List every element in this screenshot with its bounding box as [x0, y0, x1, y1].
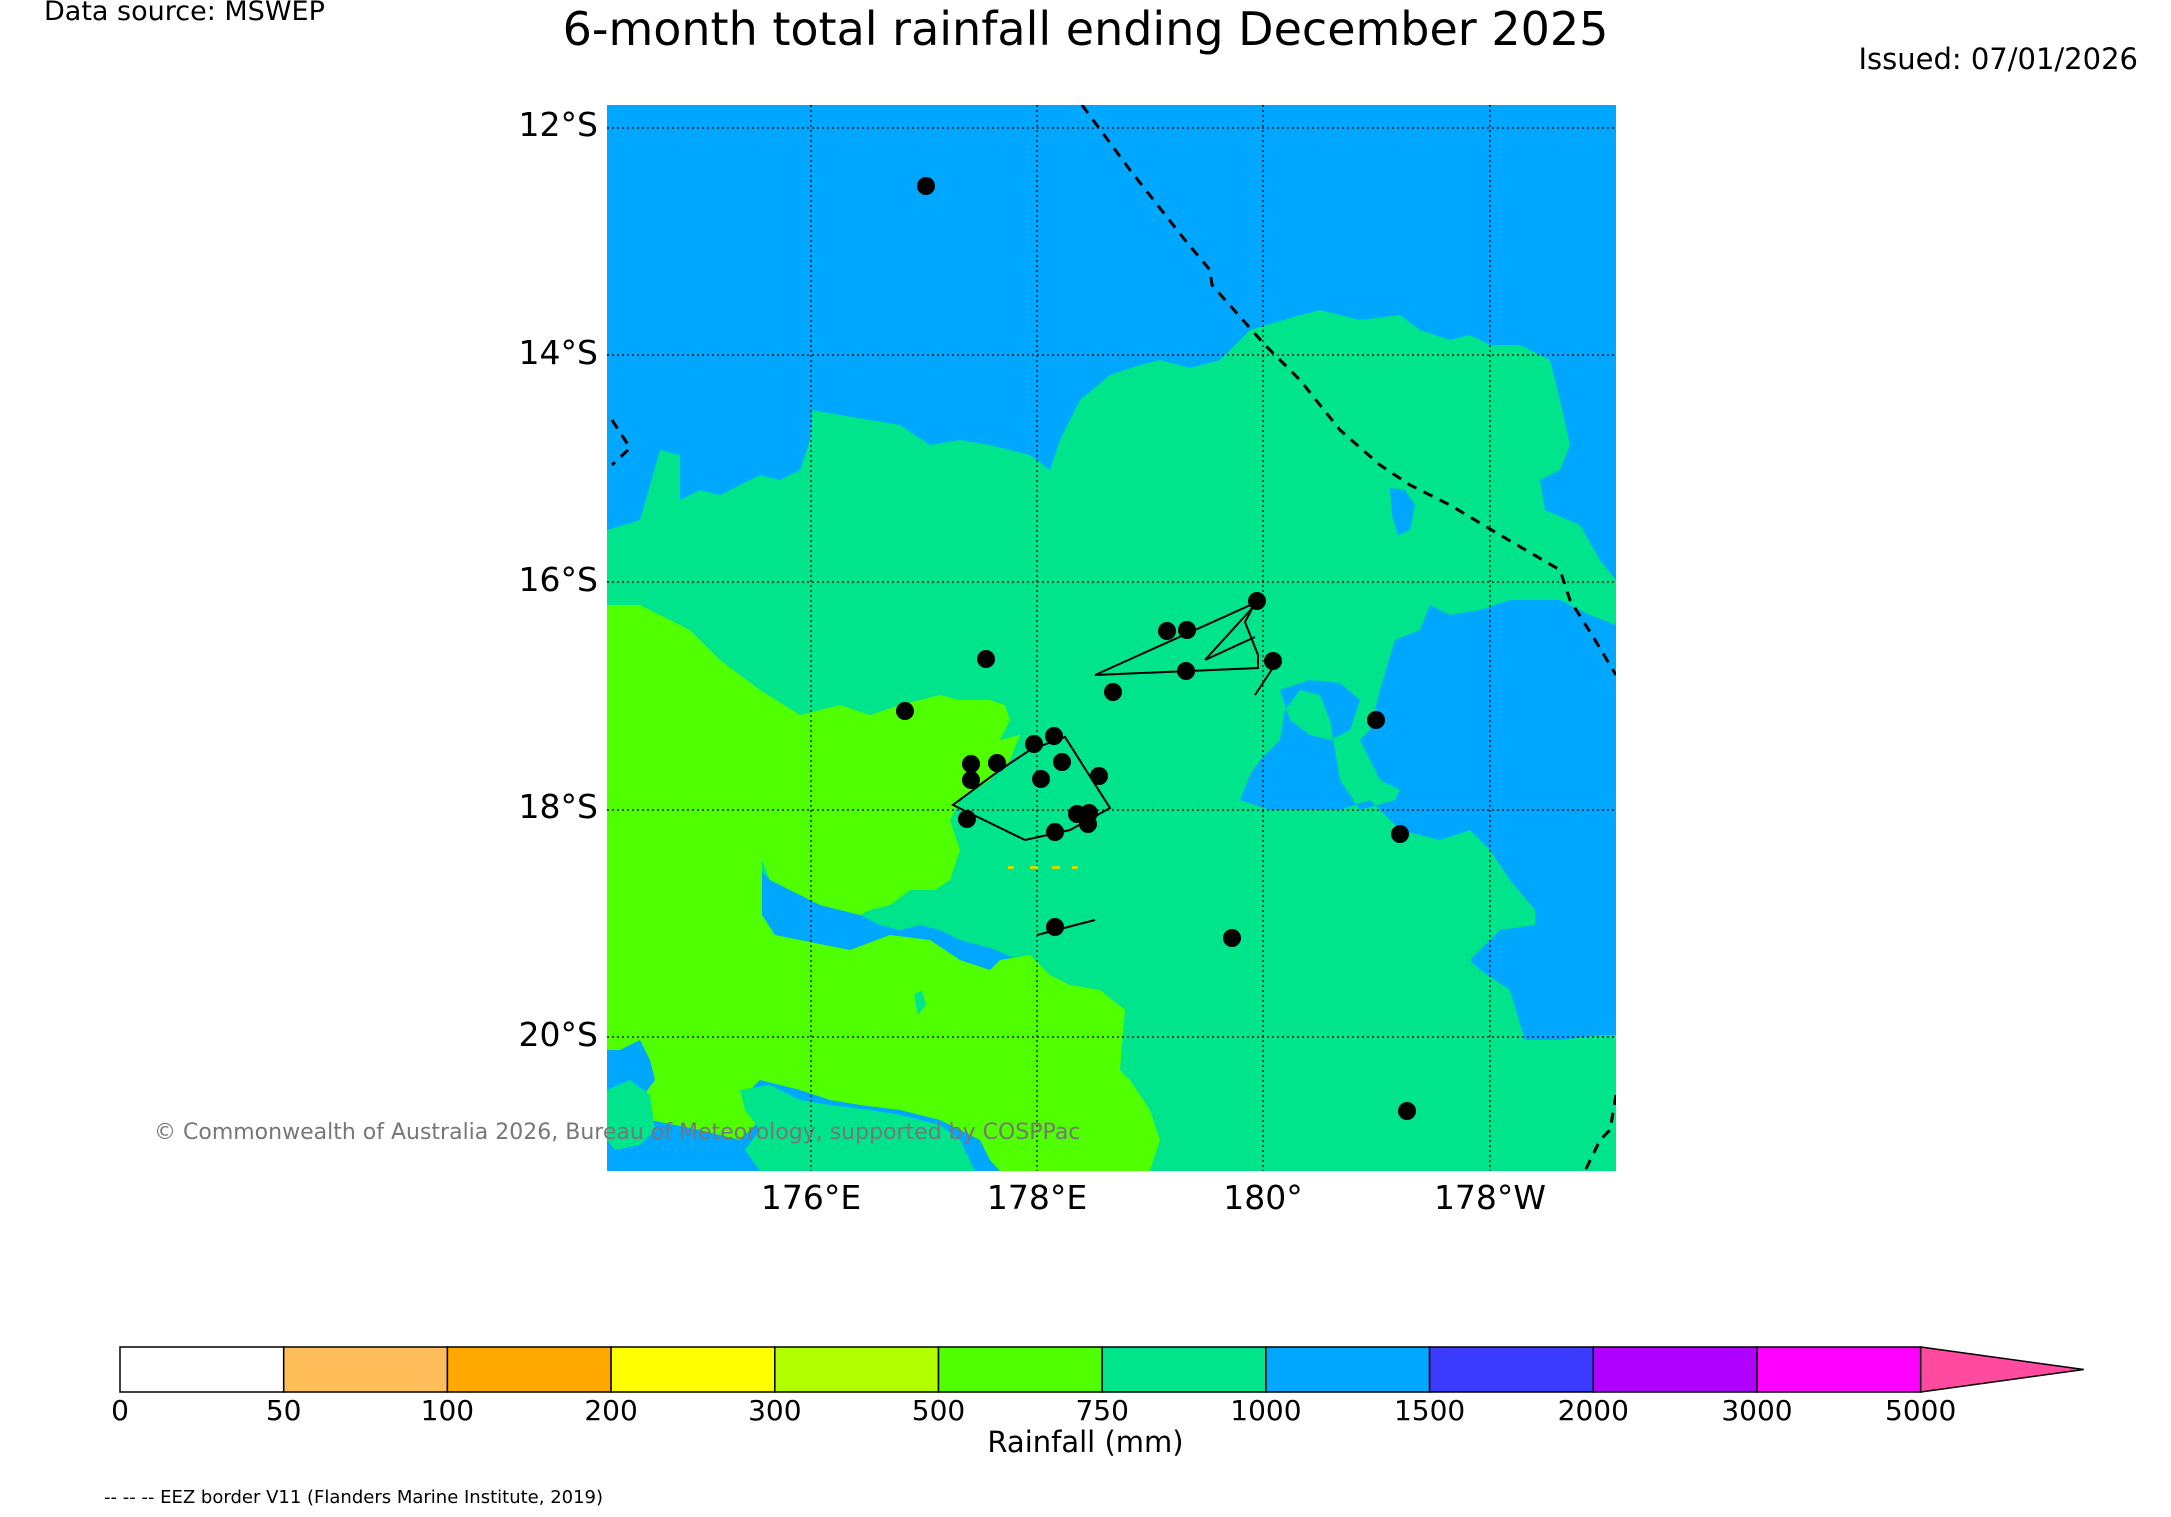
station-marker — [1223, 929, 1241, 947]
colorbar-segment — [610, 1346, 776, 1393]
rainfall-750-1000-patch — [740, 1085, 975, 1171]
eez-border — [610, 105, 1616, 1171]
colorbar-segment — [1428, 1346, 1595, 1393]
colorbar-tick-label: 500 — [911, 1394, 966, 1427]
station-marker — [988, 754, 1006, 772]
station-dots — [896, 177, 1416, 1120]
lon-label-176e: 176°E — [760, 1178, 862, 1217]
colorbar-segment — [1101, 1346, 1267, 1393]
lat-label-20s: 20°S — [518, 1015, 598, 1054]
colorbar-segment — [119, 1346, 285, 1393]
colorbar — [119, 1346, 2084, 1393]
colorbar-tick-label: 0 — [111, 1394, 129, 1427]
issued-date-label: Issued: 07/01/2026 — [1858, 42, 2138, 76]
map-area — [607, 105, 1616, 1171]
station-marker — [1045, 727, 1063, 745]
colorbar-tick-label: 300 — [748, 1394, 802, 1427]
lat-label-16s: 16°S — [518, 560, 598, 599]
station-marker — [1177, 662, 1195, 680]
station-marker — [1158, 622, 1176, 640]
data-source-label: Data source: MSWEP — [44, 0, 325, 27]
station-marker — [1046, 823, 1064, 841]
colorbar-tick-label: 5000 — [1885, 1394, 1957, 1427]
colorbar-tick-label: 200 — [584, 1394, 638, 1427]
lon-label-178w: 178°W — [1433, 1178, 1547, 1217]
station-marker — [1046, 918, 1064, 936]
lon-label-180: 180° — [1223, 1178, 1303, 1217]
station-marker — [1090, 767, 1108, 785]
rainfall-1000-1500-patch — [1390, 488, 1415, 535]
map-title: 6-month total rainfall ending December 2… — [562, 2, 1609, 56]
station-marker — [1079, 815, 1097, 833]
colorbar-title: Rainfall (mm) — [987, 1425, 1184, 1459]
station-marker — [1367, 711, 1385, 729]
colorbar-tick-label: 750 — [1075, 1394, 1129, 1427]
lat-label-14s: 14°S — [518, 333, 598, 372]
station-marker — [977, 650, 995, 668]
lat-label-18s: 18°S — [518, 787, 598, 826]
colorbar-tick-label: 100 — [420, 1394, 475, 1427]
station-marker — [1398, 1102, 1416, 1120]
station-marker — [1104, 683, 1122, 701]
station-marker — [962, 755, 980, 773]
colorbar-tick-label: 1500 — [1393, 1394, 1466, 1427]
eez-border-note: -- -- -- EEZ border V11 (Flanders Marine… — [104, 1487, 604, 1508]
station-marker — [1248, 592, 1266, 610]
rainfall-500-750-region — [607, 605, 1160, 1171]
colorbar-tick-label: 50 — [265, 1394, 302, 1427]
lat-label-12s: 12°S — [518, 105, 598, 144]
graticule — [607, 105, 1616, 1171]
colorbar-segment — [1592, 1346, 1758, 1393]
colorbar-extension-arrow — [1919, 1346, 2084, 1393]
colorbar-tick-label: 3000 — [1721, 1394, 1793, 1427]
rainfall-750-1000-patch — [914, 990, 926, 1015]
rainfall-750-1000-patch — [607, 1080, 655, 1150]
station-marker — [1032, 770, 1050, 788]
station-marker — [1264, 652, 1282, 670]
colorbar-tick-label: 1000 — [1230, 1394, 1302, 1427]
colorbar-segment — [446, 1346, 612, 1393]
station-marker — [958, 810, 976, 828]
station-marker — [1391, 825, 1409, 843]
lon-label-178e: 178°E — [986, 1178, 1088, 1217]
colorbar-segment — [1756, 1346, 1922, 1393]
station-marker — [1053, 753, 1071, 771]
station-marker — [1178, 621, 1196, 639]
station-marker — [917, 177, 935, 195]
station-marker — [962, 771, 980, 789]
colorbar-segment — [282, 1346, 449, 1393]
colorbar-tick-label: 2000 — [1557, 1394, 1629, 1427]
colorbar-segment — [774, 1346, 940, 1393]
station-marker — [1025, 735, 1043, 753]
rainfall-750-1000-region — [607, 310, 1616, 1171]
colorbar-segment — [1265, 1346, 1431, 1393]
colorbar-segment — [937, 1346, 1103, 1393]
copyright-note: © Commonwealth of Australia 2026, Bureau… — [154, 1120, 1081, 1145]
reef-marks — [1008, 866, 1078, 869]
station-marker — [896, 702, 914, 720]
